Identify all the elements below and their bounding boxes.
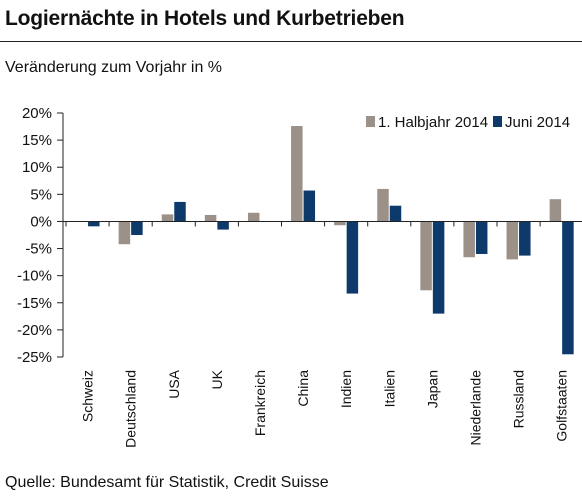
legend-label-juni: Juni 2014	[505, 114, 570, 131]
x-category-label: Deutschland	[123, 370, 139, 448]
bar-juni-indien	[346, 221, 359, 294]
bar-juni-deutschland	[131, 221, 143, 235]
x-category-label: Russland	[511, 370, 527, 428]
bar-halbjahr-china	[291, 126, 303, 222]
legend-swatch-juni	[493, 116, 502, 127]
bar-juni-russland	[519, 221, 531, 256]
bar-halbjahr-usa	[161, 214, 174, 222]
y-tick-label: 0%	[30, 213, 52, 230]
y-tick-label: 20%	[22, 105, 52, 122]
bar-halbjahr-russland	[506, 221, 519, 260]
title-divider	[0, 41, 582, 42]
y-tick-label: -5%	[25, 241, 52, 258]
bar-halbjahr-deutschland	[118, 221, 131, 245]
y-tick-label: 15%	[22, 132, 52, 149]
y-tick-label: -15%	[17, 295, 52, 312]
y-tick-label: -25%	[17, 349, 52, 366]
bar-halbjahr-japan	[420, 221, 432, 291]
bar-halbjahr-frankreich	[247, 212, 260, 222]
bar-halbjahr-golfstaaten	[549, 199, 562, 222]
bar-juni-usa	[174, 201, 186, 222]
bar-halbjahr-indien	[334, 221, 346, 226]
x-category-label: Italien	[381, 370, 397, 407]
y-tick-label: -10%	[17, 268, 52, 285]
bar-juni-niederlande	[475, 221, 488, 254]
x-category-label: China	[295, 370, 311, 407]
bar-halbjahr-niederlande	[463, 221, 475, 258]
x-category-label: Niederlande	[467, 370, 483, 446]
chart-subtitle: Veränderung zum Vorjahr in %	[5, 59, 223, 76]
x-category-label: UK	[209, 369, 225, 389]
legend-label-halbjahr: 1. Halbjahr 2014	[378, 114, 488, 131]
bar-halbjahr-italien	[377, 188, 389, 222]
x-category-label: Golfstaaten	[554, 370, 570, 442]
bar-juni-golfstaaten	[562, 221, 574, 355]
x-category-label: Japan	[424, 370, 440, 408]
y-tick-label: 5%	[30, 186, 52, 203]
bar-juni-italien	[389, 205, 402, 222]
chart-title: Logiernächte in Hotels und Kurbetrieben	[5, 7, 405, 30]
y-tick-label: -20%	[17, 322, 52, 339]
source-note: Quelle: Bundesamt für Statistik, Credit …	[5, 474, 329, 491]
x-category-label: Indien	[338, 370, 354, 408]
bar-juni-uk	[217, 221, 229, 230]
bar-juni-japan	[432, 221, 445, 314]
legend-swatch-halbjahr	[366, 116, 375, 127]
x-category-label: Schweiz	[80, 370, 96, 422]
bar-juni-schweiz	[88, 221, 100, 227]
x-category-label: Frankreich	[252, 370, 268, 436]
bar-juni-china	[303, 190, 316, 222]
bar-halbjahr-uk	[204, 214, 217, 222]
y-tick-label: 10%	[22, 159, 52, 176]
x-category-label: USA	[166, 369, 182, 398]
